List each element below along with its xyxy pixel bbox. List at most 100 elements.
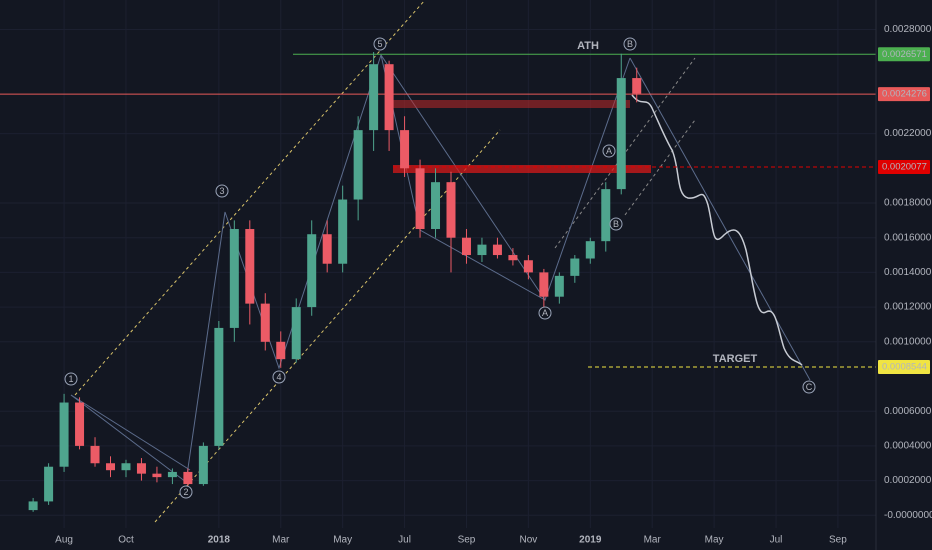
resistance-band: [392, 100, 630, 108]
projection-path: [631, 94, 803, 366]
grid: [0, 0, 876, 528]
candle-body: [28, 501, 38, 511]
wave-label: 4: [276, 372, 281, 382]
wave-label-circle: [272, 370, 286, 384]
y-tick-label: 0.0022000: [884, 128, 932, 139]
x-tick-label: Aug: [55, 535, 73, 546]
y-tick-label: 0.0018000: [884, 198, 932, 209]
candle-body: [477, 244, 487, 256]
x-tick-label: Sep: [458, 535, 476, 546]
level-name: TARGET: [713, 353, 758, 365]
wave-label: 3: [219, 186, 224, 196]
candle-body: [260, 303, 270, 342]
candle-body: [121, 463, 131, 471]
candle-body: [446, 182, 456, 238]
wave-label-circle: [609, 217, 623, 231]
x-tick-label: Oct: [118, 535, 134, 546]
candle-body: [291, 307, 301, 360]
candle-body: [601, 189, 611, 242]
price-label-box: [878, 87, 930, 102]
channel-line: [74, 0, 426, 396]
candle-body: [90, 445, 100, 464]
y-tick-label: 0.0002000: [884, 475, 932, 486]
wave-label: C: [806, 382, 813, 392]
wave-label: 1: [68, 374, 73, 384]
wave-label: 5: [377, 39, 382, 49]
level-name: ATH: [577, 40, 599, 52]
candle-body: [322, 234, 332, 264]
candle-body: [384, 64, 394, 131]
candle-body: [632, 78, 642, 94]
x-tick-label: Mar: [644, 535, 662, 546]
candle-body: [369, 64, 379, 131]
candle-body: [229, 229, 239, 328]
price-label: 0.0026571: [882, 49, 927, 60]
candle-body: [183, 471, 193, 485]
candle-body: [75, 402, 85, 446]
wave-label-circle: [373, 37, 387, 51]
x-tick-label: May: [333, 535, 352, 546]
candle-body: [338, 199, 348, 264]
wave-zigzag: [629, 57, 811, 381]
price-label-box: [878, 159, 930, 174]
wave-label-circle: [538, 306, 552, 320]
candles: [28, 52, 642, 512]
x-tick-label: Jul: [770, 535, 783, 546]
x-tick-label: 2018: [208, 535, 231, 546]
candle-body: [585, 241, 595, 259]
y-tick-label: 0.0028000: [884, 24, 932, 35]
candle-body: [508, 255, 518, 261]
x-tick-label: Sep: [829, 535, 847, 546]
levels: [0, 53, 876, 368]
candle-body: [44, 466, 54, 502]
price-label-box: [878, 47, 930, 62]
wave-label-circle: [623, 37, 637, 51]
y-tick-label: -0.0000000: [884, 510, 932, 521]
wave-label-circle: [215, 184, 229, 198]
candle-body: [106, 463, 116, 471]
wave-label-circle: [179, 485, 193, 499]
wave-label: B: [627, 39, 633, 49]
candle-body: [245, 229, 255, 304]
wave-label-circle: [802, 380, 816, 394]
candle-body: [167, 471, 177, 478]
candle-body: [214, 327, 224, 446]
candle-body: [554, 275, 564, 297]
candle-body: [415, 168, 425, 230]
candle-body: [570, 258, 580, 276]
candle-body: [431, 182, 441, 230]
wave-label: A: [606, 146, 612, 156]
candle-body: [616, 78, 626, 190]
y-tick-label: 0.0006000: [884, 406, 932, 417]
candle-body: [492, 244, 502, 256]
wave-zigzag: [70, 394, 191, 471]
y-tick-label: 0.0010000: [884, 336, 932, 347]
price-label: 0.0020077: [882, 161, 927, 172]
y-tick-label: 0.0016000: [884, 232, 932, 243]
wave-label: B: [613, 219, 619, 229]
resistance-band: [393, 165, 651, 173]
channel-line: [624, 119, 696, 216]
candle-body: [523, 260, 533, 273]
x-tick-label: May: [705, 535, 724, 546]
wave-label: A: [542, 308, 548, 318]
candle-body: [461, 237, 471, 256]
wave-label-circle: [602, 144, 616, 158]
y-tick-label: 0.0012000: [884, 302, 932, 313]
candle-body: [400, 130, 410, 169]
price-label: 0.0024276: [882, 89, 927, 100]
candle-body: [198, 445, 208, 485]
price-label-box: [878, 360, 930, 375]
x-tick-label: Mar: [272, 535, 290, 546]
candle-body: [59, 402, 69, 467]
candle-body: [353, 130, 363, 200]
candle-body: [152, 473, 162, 478]
wave-label-circle: [64, 372, 78, 386]
candle-body: [307, 234, 317, 308]
y-tick-label: 0.0004000: [884, 441, 932, 452]
price-label: 0.0008544: [882, 362, 927, 373]
labels: 0.0028000 0.0022000 0.0018000 0.0016000 0.00…: [55, 24, 932, 546]
candle-body: [276, 341, 286, 360]
